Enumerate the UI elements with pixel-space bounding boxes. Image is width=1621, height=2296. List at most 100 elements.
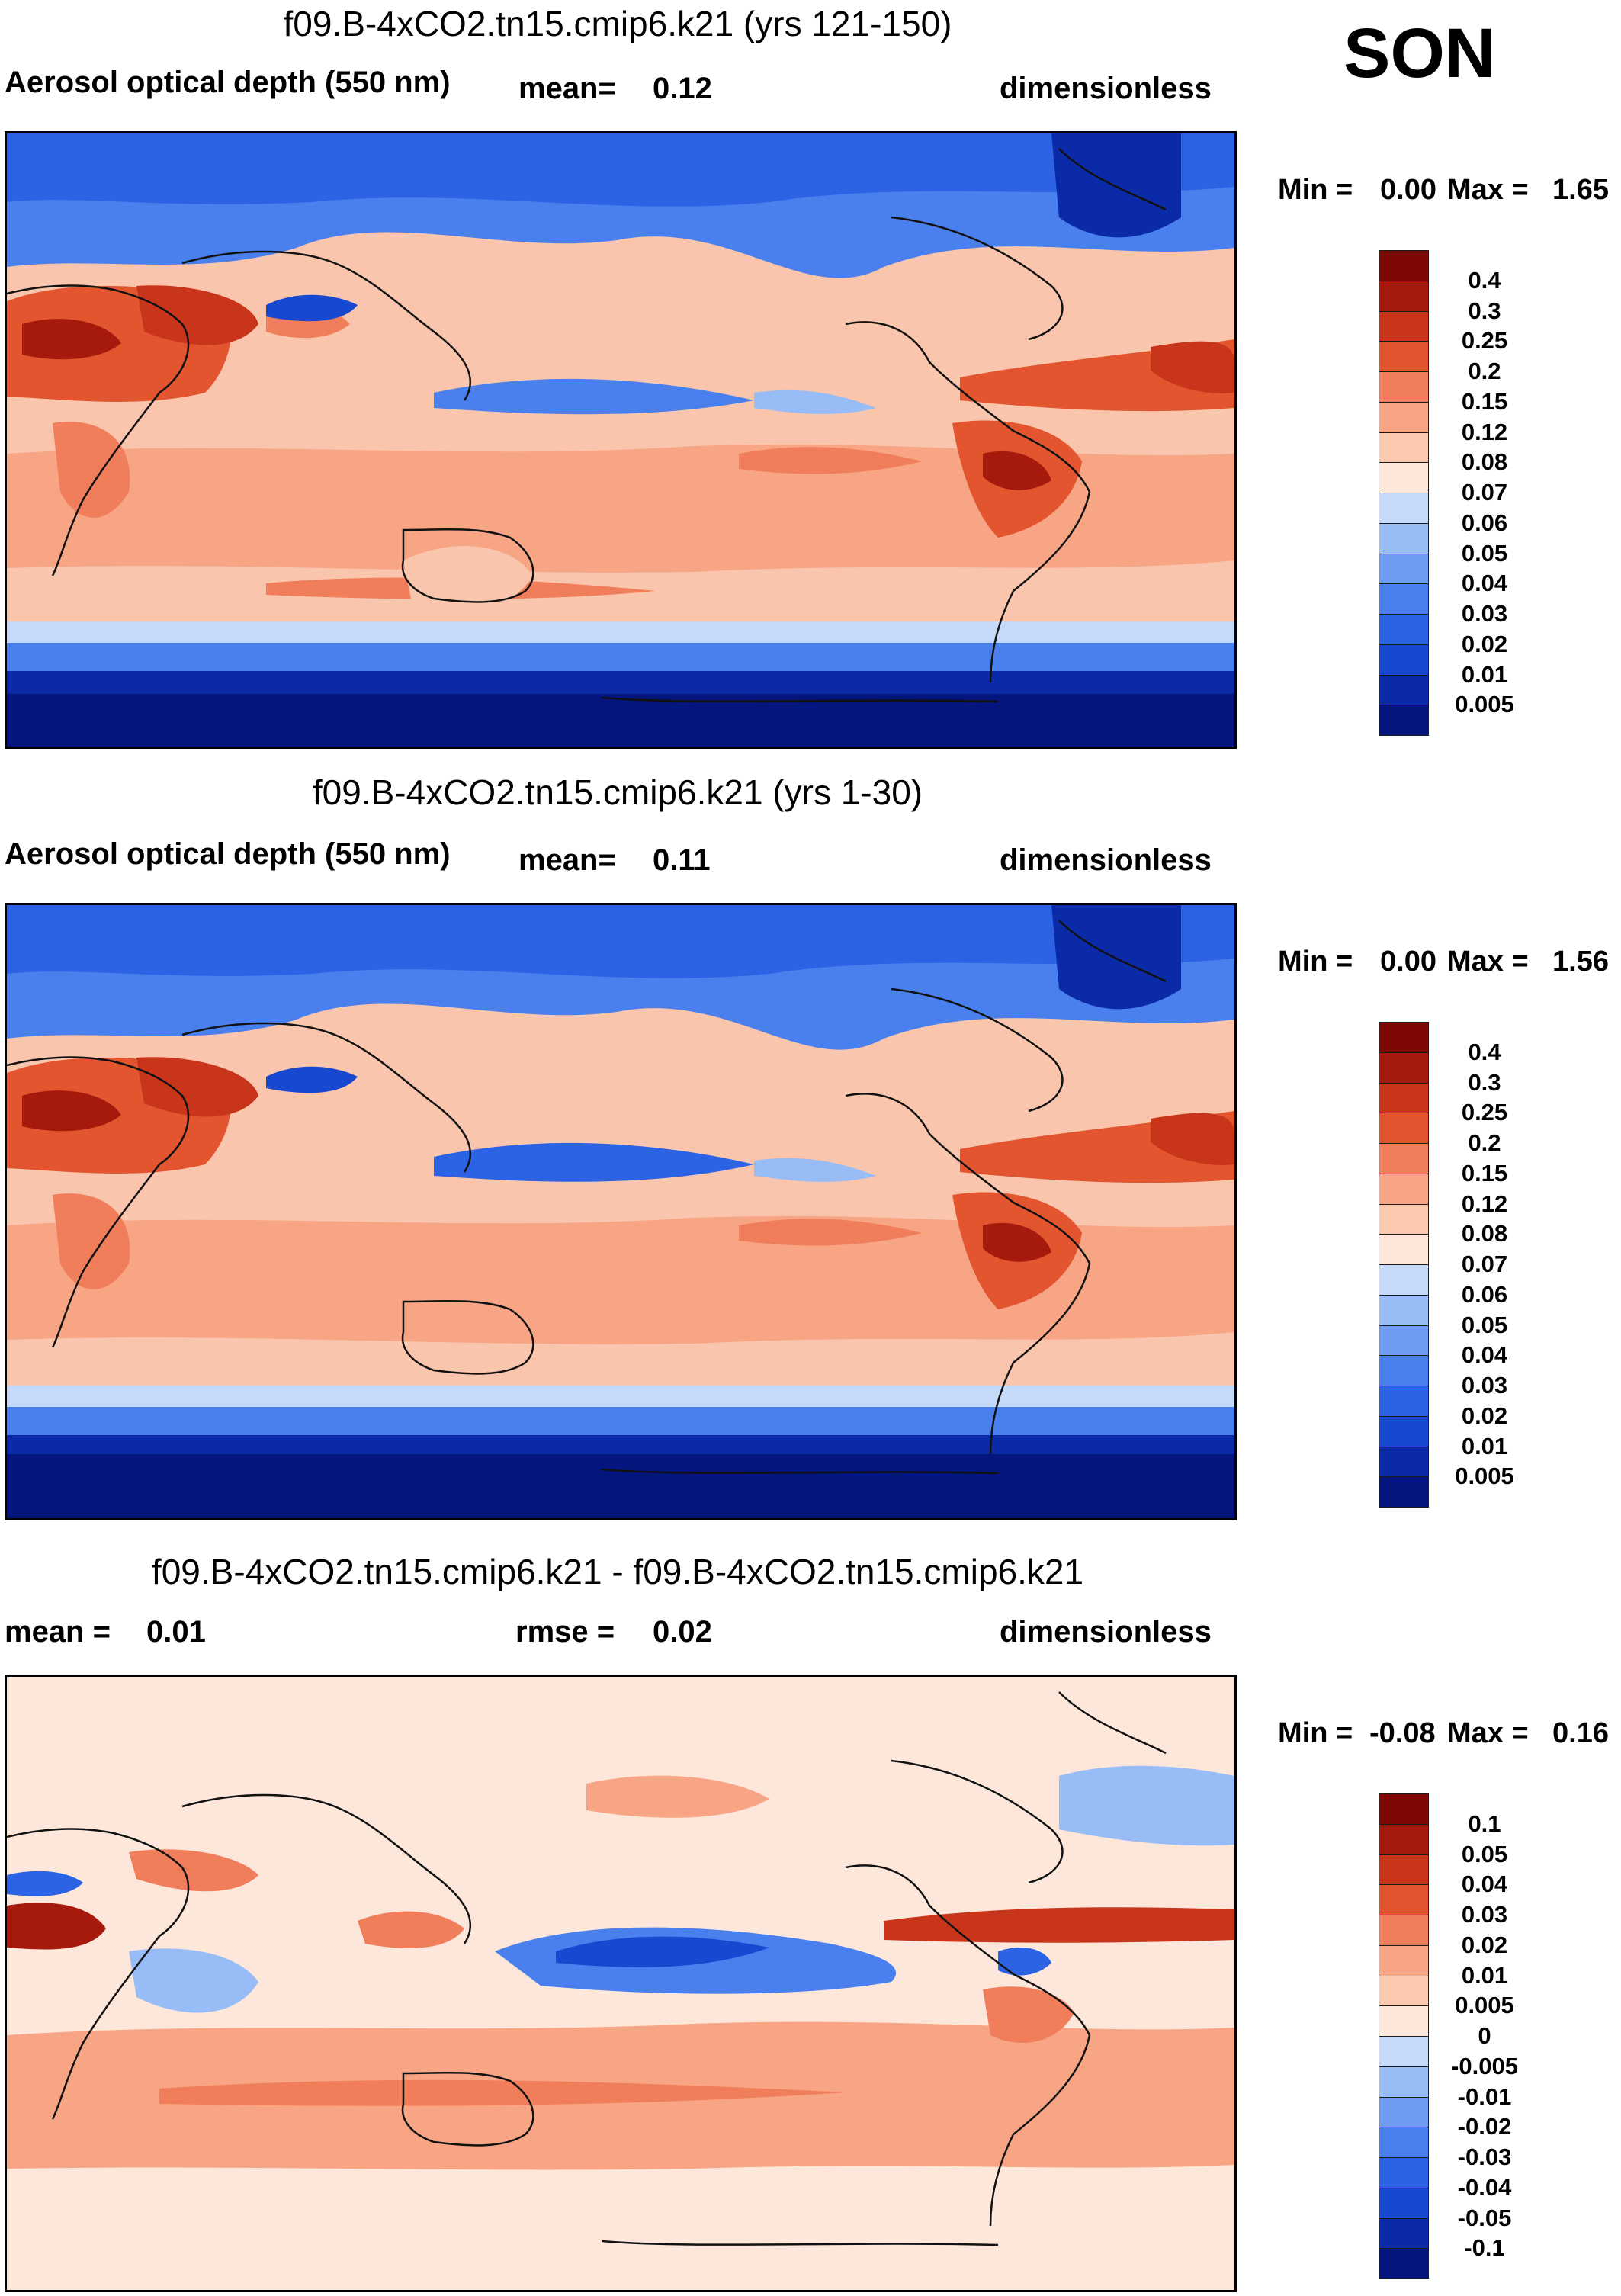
colorbar-tick-label: 0.04 (1461, 1341, 1508, 1369)
colorbar-cell (1379, 1173, 1429, 1205)
panel2-variable-label: Aerosol optical depth (550 nm) (5, 837, 451, 871)
colorbar-tick-label: 0.02 (1461, 630, 1508, 657)
panel2-map-svg (7, 905, 1234, 1518)
colorbar-cell (1379, 2157, 1429, 2188)
colorbar-cell (1379, 1415, 1429, 1447)
panel3-colorbar (1379, 1793, 1430, 2279)
colorbar-cell (1379, 1446, 1429, 1478)
panel3-units: dimensionless (1000, 1615, 1212, 1649)
colorbar-cell (1379, 1793, 1429, 1825)
colorbar-cell (1379, 1113, 1429, 1144)
colorbar-tick-label: 0.1 (1468, 1810, 1501, 1837)
colorbar-tick-label: 0.03 (1461, 1901, 1508, 1928)
colorbar-cell (1379, 462, 1429, 493)
colorbar-cell (1379, 1944, 1429, 1976)
colorbar-cell (1379, 1975, 1429, 2007)
panel1-units: dimensionless (1000, 72, 1212, 105)
colorbar-tick-label: -0.01 (1457, 2082, 1512, 2110)
panel2-mean-label: mean= (518, 843, 616, 877)
colorbar-cell (1379, 1022, 1429, 1053)
colorbar-cell (1379, 1082, 1429, 1114)
colorbar-cell (1379, 310, 1429, 342)
colorbar-cell (1379, 2066, 1429, 2098)
colorbar-tick-label: -0.005 (1451, 2052, 1518, 2079)
colorbar-tick-label: 0 (1478, 2022, 1491, 2049)
panel3-max-value: 0.16 (1552, 1717, 1609, 1749)
colorbar-cell (1379, 553, 1429, 585)
colorbar-cell (1379, 614, 1429, 645)
colorbar-cell (1379, 1325, 1429, 1357)
colorbar-tick-label: -0.05 (1457, 2204, 1512, 2231)
colorbar-tick-label: 0.2 (1468, 1129, 1501, 1156)
colorbar-tick-label: 0.07 (1461, 1251, 1508, 1277)
colorbar-tick-label: -0.04 (1457, 2173, 1512, 2201)
colorbar-cell (1379, 401, 1429, 433)
colorbar-tick-label: 0.04 (1461, 570, 1508, 597)
colorbar-cell (1379, 583, 1429, 615)
colorbar-tick-label: 0.08 (1461, 1220, 1508, 1248)
colorbar-cell (1379, 2217, 1429, 2249)
panel2-min-label: Min = (1278, 946, 1353, 978)
colorbar-tick-label: 0.04 (1461, 1871, 1508, 1898)
panel2-mean-value: 0.11 (653, 843, 711, 877)
colorbar-tick-label: 0.4 (1468, 1038, 1501, 1065)
colorbar-cell (1379, 1052, 1429, 1084)
colorbar-tick-label: 0.03 (1461, 600, 1508, 627)
colorbar-cell (1379, 522, 1429, 554)
colorbar-tick-label: 0.4 (1468, 266, 1501, 294)
colorbar-tick-label: 0.005 (1455, 1463, 1514, 1490)
colorbar-tick-label: 0.25 (1461, 1099, 1508, 1126)
colorbar-cell (1379, 2005, 1429, 2037)
colorbar-cell (1379, 644, 1429, 676)
colorbar-tick-label: 0.01 (1461, 1432, 1508, 1459)
panel2-title: f09.B-4xCO2.tn15.cmip6.k21 (yrs 1-30) (312, 772, 923, 812)
panel1-variable-label: Aerosol optical depth (550 nm) (5, 66, 451, 99)
colorbar-cell (1379, 2036, 1429, 2067)
panel1-min-value: 0.00 (1380, 174, 1436, 206)
panel2-map (5, 903, 1237, 1520)
panel3-title: f09.B-4xCO2.tn15.cmip6.k21 - f09.B-4xCO2… (151, 1552, 1084, 1591)
colorbar-tick-label: 0.15 (1461, 387, 1508, 415)
panel1-max-value: 1.65 (1552, 174, 1609, 206)
panel1-title: f09.B-4xCO2.tn15.cmip6.k21 (yrs 121-150) (283, 4, 952, 43)
colorbar-cell (1379, 1915, 1429, 1946)
colorbar-tick-label: 0.05 (1461, 1840, 1508, 1867)
panel2-colorbar (1379, 1022, 1430, 1508)
colorbar-cell (1379, 1355, 1429, 1386)
panel2-units: dimensionless (1000, 843, 1212, 877)
colorbar-tick-label: 0.05 (1461, 1311, 1508, 1338)
panel3-max-label: Max = (1447, 1717, 1529, 1749)
colorbar-cell (1379, 2248, 1429, 2279)
panel1-mean-label: mean= (518, 72, 616, 105)
colorbar-cell (1379, 1386, 1429, 1417)
panel3-map-svg (7, 1677, 1234, 2290)
panel1-map-svg (7, 133, 1234, 747)
colorbar-tick-label: 0.02 (1461, 1402, 1508, 1429)
panel3-min-label: Min = (1278, 1717, 1353, 1749)
colorbar-cell (1379, 341, 1429, 372)
colorbar-tick-label: 0.01 (1461, 1961, 1508, 1989)
panel1-mean-value: 0.12 (653, 72, 712, 105)
panel3-min-value: -0.08 (1369, 1717, 1436, 1749)
colorbar-tick-label: -0.02 (1457, 2113, 1512, 2140)
colorbar-cell (1379, 1476, 1429, 1508)
colorbar-cell (1379, 432, 1429, 464)
colorbar-cell (1379, 2187, 1429, 2219)
colorbar-tick-label: 0.2 (1468, 358, 1501, 384)
colorbar-cell (1379, 1203, 1429, 1235)
colorbar-cell (1379, 1884, 1429, 1915)
panel2-max-value: 1.56 (1552, 946, 1609, 978)
panel2-min-value: 0.00 (1380, 946, 1436, 978)
colorbar-tick-label: -0.03 (1457, 2143, 1512, 2170)
colorbar-cell (1379, 1823, 1429, 1855)
panel3-rmse-label: rmse = (515, 1615, 615, 1649)
colorbar-tick-label: 0.12 (1461, 1190, 1508, 1217)
colorbar-cell (1379, 371, 1429, 403)
panel2-max-label: Max = (1447, 946, 1529, 978)
colorbar-tick-label: 0.005 (1455, 1992, 1514, 2019)
colorbar-cell (1379, 493, 1429, 524)
panel1-min-label: Min = (1278, 174, 1353, 206)
colorbar-tick-label: 0.005 (1455, 691, 1514, 718)
colorbar-cell (1379, 705, 1429, 736)
colorbar-cell (1379, 1854, 1429, 1886)
